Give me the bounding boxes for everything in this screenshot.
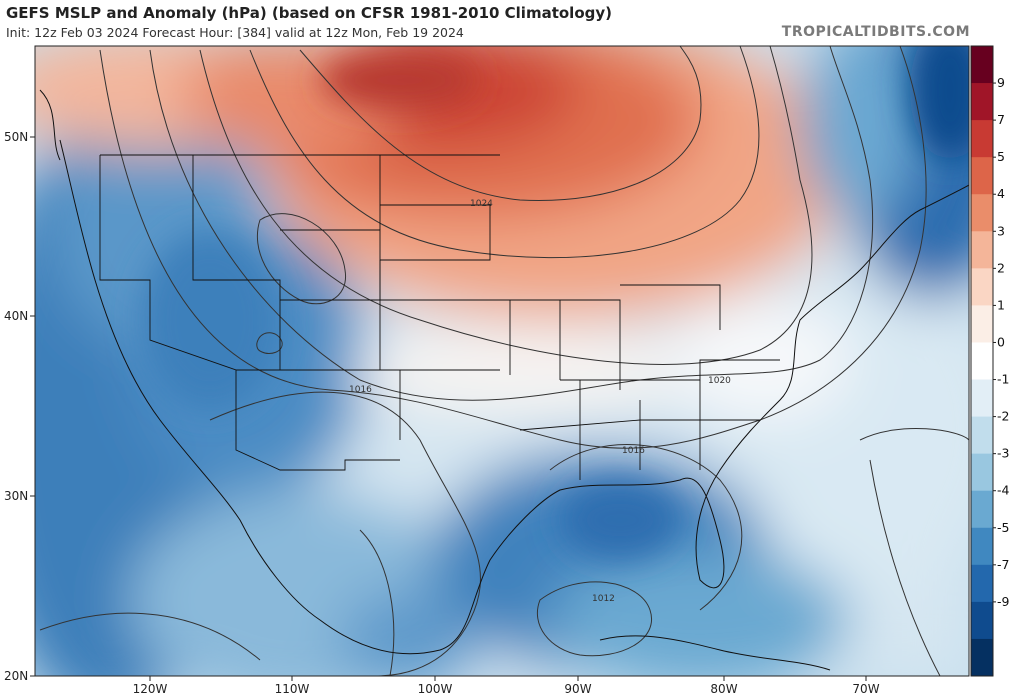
colorbar-swatch bbox=[971, 231, 993, 269]
colorbar-swatch bbox=[971, 490, 993, 529]
colorbar-label: -4 bbox=[997, 483, 1010, 498]
colorbar-swatch bbox=[971, 638, 993, 677]
colorbar-label: -3 bbox=[997, 446, 1009, 461]
longitude-labels: 120W 110W 100W 90W 80W 70W bbox=[133, 682, 880, 696]
map-title: GEFS MSLP and Anomaly (hPa) (based on CF… bbox=[6, 4, 612, 22]
colorbar-label: 3 bbox=[997, 223, 1005, 238]
colorbar-swatch bbox=[971, 564, 993, 603]
colorbar-label: -2 bbox=[997, 409, 1009, 424]
colorbar-swatch bbox=[971, 416, 993, 455]
colorbar-label: 7 bbox=[997, 112, 1005, 127]
isobar-label: 1020 bbox=[708, 376, 731, 386]
colorbar-swatch bbox=[971, 83, 993, 121]
coastlines bbox=[39, 89, 969, 671]
header: GEFS MSLP and Anomaly (hPa) (based on CF… bbox=[0, 0, 1024, 46]
colorbar-label: 5 bbox=[997, 149, 1005, 164]
lon-label: 80W bbox=[710, 682, 737, 696]
colorbar-label: -1 bbox=[997, 372, 1009, 387]
axis-ticks bbox=[30, 136, 867, 681]
colorbar-label: -7 bbox=[997, 557, 1009, 572]
colorbar-label: 1 bbox=[997, 297, 1005, 312]
colorbar-label: 2 bbox=[997, 260, 1005, 275]
colorbar-swatch bbox=[971, 527, 993, 566]
colorbar-swatch bbox=[971, 157, 993, 195]
colorbar-swatch bbox=[971, 305, 993, 343]
lat-label: 30N bbox=[4, 489, 28, 503]
lat-label: 50N bbox=[4, 130, 28, 144]
lon-label: 120W bbox=[133, 682, 168, 696]
colorbar-label: 0 bbox=[997, 334, 1005, 349]
colorbar-swatch bbox=[971, 194, 993, 232]
lat-label: 20N bbox=[4, 669, 28, 683]
colorbar-swatch bbox=[971, 120, 993, 158]
isobar-labels: 1024 1020 1016 1016 1012 bbox=[349, 199, 731, 604]
colorbar-label: 4 bbox=[997, 186, 1005, 201]
colorbar-label: -5 bbox=[997, 520, 1009, 535]
isobar-label: 1024 bbox=[470, 199, 493, 209]
lon-label: 100W bbox=[418, 682, 453, 696]
lon-label: 110W bbox=[275, 682, 310, 696]
isobar-label: 1012 bbox=[592, 594, 615, 604]
lon-label: 90W bbox=[564, 682, 591, 696]
isobar-label: 1016 bbox=[622, 446, 645, 456]
colorbar-swatch bbox=[971, 601, 993, 640]
colorbar-swatch bbox=[971, 268, 993, 306]
colorbar-swatch bbox=[971, 453, 993, 492]
colorbar-swatch bbox=[971, 46, 993, 84]
map-frame bbox=[34, 45, 970, 677]
isobar-lines bbox=[39, 46, 969, 676]
colorbar-frame bbox=[970, 45, 994, 677]
lon-label: 70W bbox=[852, 682, 879, 696]
lat-label: 40N bbox=[4, 309, 28, 323]
colorbar-swatch bbox=[971, 379, 993, 418]
isobar-label: 1016 bbox=[349, 385, 372, 395]
colorbar-label: 9 bbox=[997, 75, 1005, 90]
colorbar: 9 7 5 4 3 2 1 0 -1 -2 -3 -4 -5 -7 -9 bbox=[970, 45, 1010, 677]
colorbar-swatch bbox=[971, 342, 993, 381]
brand-logo: TROPICALTIDBITS.COM bbox=[781, 24, 970, 40]
colorbar-label: -9 bbox=[997, 594, 1010, 609]
latitude-labels: 50N 40N 30N 20N bbox=[4, 130, 28, 683]
map-subtitle: Init: 12z Feb 03 2024 Forecast Hour: [38… bbox=[6, 25, 464, 40]
state-borders bbox=[99, 154, 780, 480]
